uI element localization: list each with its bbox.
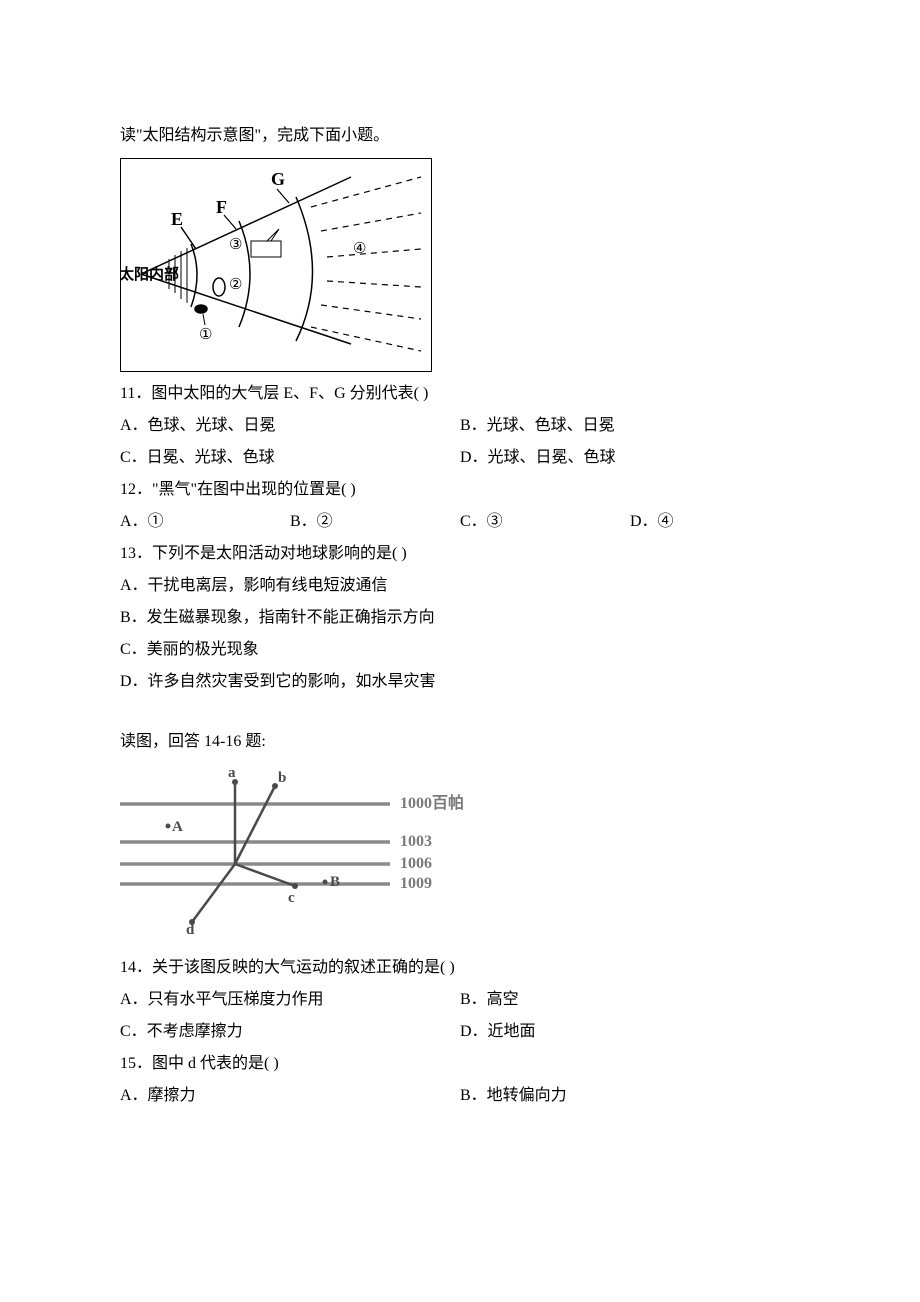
q12-opt-b: B．② <box>290 506 460 538</box>
diagram1-label-4: ④ <box>353 241 366 257</box>
diagram1-label-g: G <box>271 169 285 189</box>
diagram1-label-inner: 太阳内部 <box>121 265 179 283</box>
isobar-label-0: 1000百帕 <box>400 793 464 812</box>
isobar-label-3: 1009 <box>400 875 432 892</box>
q15-text: 15．图中 d 代表的是( ) <box>120 1048 800 1080</box>
q14-opt-b: B．高空 <box>460 984 800 1016</box>
q11-opt-d: D．光球、日冕、色球 <box>460 442 800 474</box>
q11-text: 11．图中太阳的大气层 E、F、G 分别代表( ) <box>120 378 800 410</box>
diagram1-label-f: F <box>216 197 227 217</box>
diagram1-label-e: E <box>171 209 183 229</box>
isobar-label-1: 1003 <box>400 833 432 850</box>
q15-opt-a: A．摩擦力 <box>120 1080 460 1112</box>
q14-options: A．只有水平气压梯度力作用 B．高空 <box>120 984 800 1016</box>
diagram1-label-2: ② <box>229 277 242 293</box>
diagram1-label-3: ③ <box>229 237 242 253</box>
q12-opt-c: C．③ <box>460 506 630 538</box>
q12-opt-a: A．① <box>120 506 290 538</box>
q11-opt-a: A．色球、光球、日冕 <box>120 410 460 442</box>
d2-label-a: a <box>228 765 236 781</box>
d2-label-b: b <box>278 770 286 786</box>
q13-opt-d: D．许多自然灾害受到它的影响，如水旱灾害 <box>120 666 800 698</box>
q13-opt-c: C．美丽的极光现象 <box>120 634 800 666</box>
q11-options: A．色球、光球、日冕 B．光球、色球、日冕 <box>120 410 800 442</box>
intro-text-2: 读图，回答 14-16 题: <box>120 726 800 758</box>
q13-opt-b: B．发生磁暴现象，指南针不能正确指示方向 <box>120 602 800 634</box>
q12-opt-d: D．④ <box>630 506 800 538</box>
spacer <box>120 698 800 726</box>
q15-options: A．摩擦力 B．地转偏向力 <box>120 1080 800 1112</box>
q14-opt-c: C．不考虑摩擦力 <box>120 1016 460 1048</box>
q13-text: 13．下列不是太阳活动对地球影响的是( ) <box>120 538 800 570</box>
q15-opt-b: B．地转偏向力 <box>460 1080 800 1112</box>
d2-label-d: d <box>186 922 195 934</box>
q12-options: A．① B．② C．③ D．④ <box>120 506 800 538</box>
q14-opt-d: D．近地面 <box>460 1016 800 1048</box>
intro-text-1: 读"太阳结构示意图"，完成下面小题。 <box>120 120 800 152</box>
q14-text: 14．关于该图反映的大气运动的叙述正确的是( ) <box>120 952 800 984</box>
q12-text: 12．"黑气"在图中出现的位置是( ) <box>120 474 800 506</box>
diagram1-label-1: ① <box>199 327 212 343</box>
q14-options-2: C．不考虑摩擦力 D．近地面 <box>120 1016 800 1048</box>
sun-structure-diagram: G F E 太阳内部 ① ② ③ ④ <box>120 158 432 372</box>
d2-label-B: B <box>330 874 340 890</box>
q11-opt-c: C．日冕、光球、色球 <box>120 442 460 474</box>
isobar-svg: 1000百帕 1003 1006 1009 a b c d <box>120 764 490 934</box>
q14-opt-a: A．只有水平气压梯度力作用 <box>120 984 460 1016</box>
q11-opt-b: B．光球、色球、日冕 <box>460 410 800 442</box>
isobar-label-2: 1006 <box>400 855 432 872</box>
d2-label-c: c <box>288 890 295 906</box>
isobar-diagram: 1000百帕 1003 1006 1009 a b c d <box>120 764 800 946</box>
d2-label-A: A <box>172 819 183 835</box>
sun-diagram-svg: G F E 太阳内部 ① ② ③ ④ <box>121 159 431 359</box>
q11-options-2: C．日冕、光球、色球 D．光球、日冕、色球 <box>120 442 800 474</box>
q13-opt-a: A．干扰电离层，影响有线电短波通信 <box>120 570 800 602</box>
